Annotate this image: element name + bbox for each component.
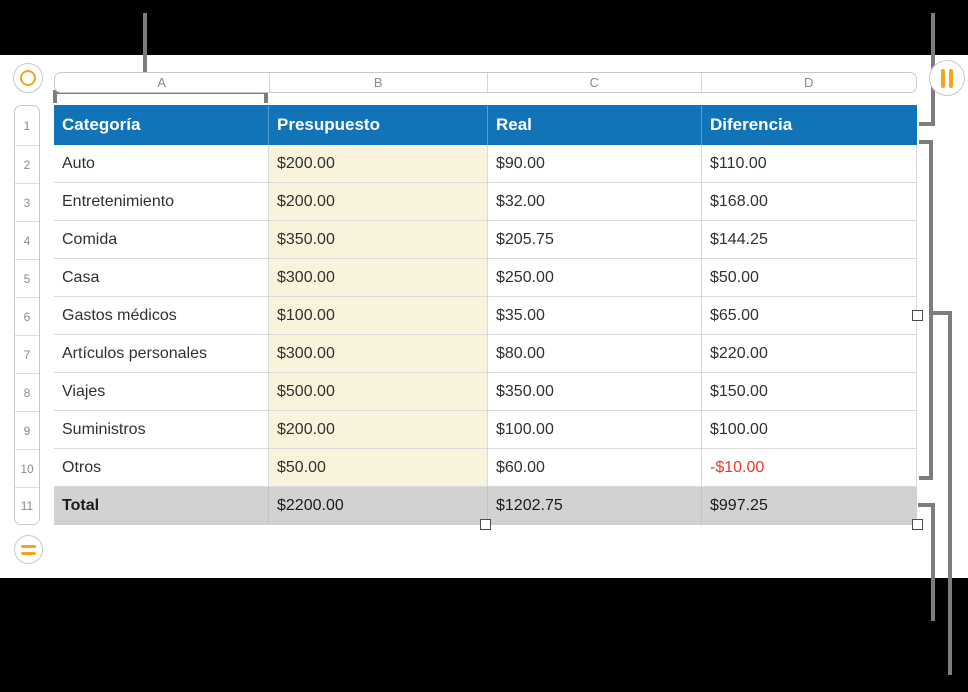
table-row: Viajes $500.00 $350.00 $150.00 bbox=[54, 373, 917, 411]
cell-categoria[interactable]: Comida bbox=[62, 230, 118, 248]
callout-stem-resize-handle bbox=[948, 311, 952, 675]
cell-diferencia-negative[interactable]: -$10.00 bbox=[701, 449, 917, 486]
cell-presupuesto[interactable]: $200.00 bbox=[268, 145, 487, 182]
total-presupuesto-cell[interactable]: $2200.00 bbox=[268, 487, 487, 525]
header-cell-presupuesto[interactable]: Presupuesto bbox=[268, 105, 487, 145]
resize-handle-corner[interactable] bbox=[912, 519, 923, 530]
row-header-8[interactable]: 8 bbox=[15, 373, 39, 411]
cell-real[interactable]: $350.00 bbox=[487, 373, 701, 410]
cell-presupuesto[interactable]: $500.00 bbox=[268, 373, 487, 410]
callout-bracket-column-a-tick-right bbox=[264, 90, 268, 103]
table-header-row: Categoría Presupuesto Real Diferencia bbox=[54, 105, 917, 145]
cell-presupuesto[interactable]: $300.00 bbox=[268, 259, 487, 296]
column-letter: A bbox=[157, 75, 167, 90]
total-label-cell[interactable]: Total bbox=[62, 497, 100, 514]
row-header-2[interactable]: 2 bbox=[15, 145, 39, 183]
cell-real[interactable]: $80.00 bbox=[487, 335, 701, 372]
table-row: Entretenimiento $200.00 $32.00 $168.00 bbox=[54, 183, 917, 221]
cell-diferencia[interactable]: $110.00 bbox=[701, 145, 917, 182]
row-header-7[interactable]: 7 bbox=[15, 335, 39, 373]
cell-presupuesto[interactable]: $350.00 bbox=[268, 221, 487, 258]
column-header-a[interactable]: A bbox=[55, 73, 269, 92]
row-drag-handle-button[interactable] bbox=[14, 535, 43, 564]
header-cell-categoria[interactable]: Categoría bbox=[62, 115, 141, 134]
column-letter: B bbox=[373, 75, 383, 90]
callout-bracket-body-rows bbox=[929, 140, 933, 480]
double-horizontal-bar-icon bbox=[21, 544, 36, 548]
table-select-button[interactable] bbox=[13, 63, 43, 93]
row-header-6[interactable]: 6 bbox=[15, 297, 39, 335]
callout-hook-resize-handle bbox=[933, 311, 952, 315]
callout-hook-total-row bbox=[918, 503, 935, 507]
callout-bracket-column-a-tick-left bbox=[53, 90, 57, 103]
cell-diferencia[interactable]: $168.00 bbox=[701, 183, 917, 220]
table-row: Suministros $200.00 $100.00 $100.00 bbox=[54, 411, 917, 449]
table-row: Auto $200.00 $90.00 $110.00 bbox=[54, 145, 917, 183]
total-diferencia-cell[interactable]: $997.25 bbox=[701, 487, 917, 525]
table-row: Casa $300.00 $250.00 $50.00 bbox=[54, 259, 917, 297]
orange-ring-icon bbox=[20, 70, 36, 86]
row-header-3[interactable]: 3 bbox=[15, 183, 39, 221]
column-drag-handle-button[interactable] bbox=[929, 60, 965, 96]
callout-bar-bottom bbox=[0, 578, 968, 692]
row-header-1[interactable]: 1 bbox=[23, 118, 31, 133]
column-letter: C bbox=[589, 75, 599, 90]
cell-categoria[interactable]: Casa bbox=[62, 268, 100, 286]
callout-bar-top bbox=[0, 0, 968, 55]
row-header-11[interactable]: 11 bbox=[15, 487, 39, 524]
column-header-c[interactable]: C bbox=[487, 73, 701, 92]
table-row: Gastos médicos $100.00 $35.00 $65.00 bbox=[54, 297, 917, 335]
budget-table: Categoría Presupuesto Real Diferencia Au… bbox=[54, 105, 917, 525]
row-header-9[interactable]: 9 bbox=[15, 411, 39, 449]
cell-diferencia[interactable]: $65.00 bbox=[701, 297, 917, 334]
column-letter: D bbox=[804, 75, 814, 90]
cell-diferencia[interactable]: $144.25 bbox=[701, 221, 917, 258]
cell-real[interactable]: $60.00 bbox=[487, 449, 701, 486]
cell-categoria[interactable]: Gastos médicos bbox=[62, 306, 177, 324]
column-header-b[interactable]: B bbox=[268, 73, 488, 92]
cell-presupuesto[interactable]: $100.00 bbox=[268, 297, 487, 334]
cell-categoria[interactable]: Suministros bbox=[62, 420, 146, 438]
table-row: Artículos personales $300.00 $80.00 $220… bbox=[54, 335, 917, 373]
row-header-5[interactable]: 5 bbox=[15, 259, 39, 297]
cell-real[interactable]: $35.00 bbox=[487, 297, 701, 334]
column-reference-bar: A B C D bbox=[54, 72, 917, 93]
cell-real[interactable]: $250.00 bbox=[487, 259, 701, 296]
cell-categoria[interactable]: Auto bbox=[62, 154, 95, 172]
header-cell-diferencia[interactable]: Diferencia bbox=[701, 105, 917, 145]
callout-bracket-body-rows-hook-top bbox=[919, 140, 933, 144]
cell-diferencia[interactable]: $100.00 bbox=[701, 411, 917, 448]
cell-presupuesto[interactable]: $200.00 bbox=[268, 183, 487, 220]
cell-presupuesto[interactable]: $200.00 bbox=[268, 411, 487, 448]
row-header-4[interactable]: 4 bbox=[15, 221, 39, 259]
cell-categoria[interactable]: Otros bbox=[62, 458, 102, 476]
callout-bracket-body-rows-hook-bottom bbox=[919, 476, 933, 480]
cell-categoria[interactable]: Artículos personales bbox=[62, 344, 207, 362]
double-vertical-bar-icon bbox=[941, 68, 945, 88]
table-row: Comida $350.00 $205.75 $144.25 bbox=[54, 221, 917, 259]
row-header-10[interactable]: 10 bbox=[15, 449, 39, 487]
table-total-row: Total $2200.00 $1202.75 $997.25 bbox=[54, 487, 917, 525]
callout-stem-total-row bbox=[931, 503, 935, 621]
cell-categoria[interactable]: Viajes bbox=[62, 382, 106, 400]
row-reference-bar: 1 2 3 4 5 6 7 8 9 10 11 bbox=[14, 105, 40, 525]
cell-diferencia[interactable]: $150.00 bbox=[701, 373, 917, 410]
resize-handle-bottom[interactable] bbox=[480, 519, 491, 530]
column-header-d[interactable]: D bbox=[700, 73, 917, 92]
cell-diferencia[interactable]: $220.00 bbox=[701, 335, 917, 372]
cell-real[interactable]: $32.00 bbox=[487, 183, 701, 220]
table-row: Otros $50.00 $60.00 -$10.00 bbox=[54, 449, 917, 487]
total-real-cell[interactable]: $1202.75 bbox=[487, 487, 701, 525]
cell-diferencia[interactable]: $50.00 bbox=[701, 259, 917, 296]
cell-real[interactable]: $100.00 bbox=[487, 411, 701, 448]
cell-real[interactable]: $90.00 bbox=[487, 145, 701, 182]
cell-real[interactable]: $205.75 bbox=[487, 221, 701, 258]
resize-handle-right[interactable] bbox=[912, 310, 923, 321]
cell-presupuesto[interactable]: $50.00 bbox=[268, 449, 487, 486]
callout-stem-column-a bbox=[143, 13, 147, 94]
cell-presupuesto[interactable]: $300.00 bbox=[268, 335, 487, 372]
header-cell-real[interactable]: Real bbox=[487, 105, 701, 145]
cell-categoria[interactable]: Entretenimiento bbox=[62, 192, 175, 210]
callout-hook-header-row bbox=[919, 122, 933, 126]
